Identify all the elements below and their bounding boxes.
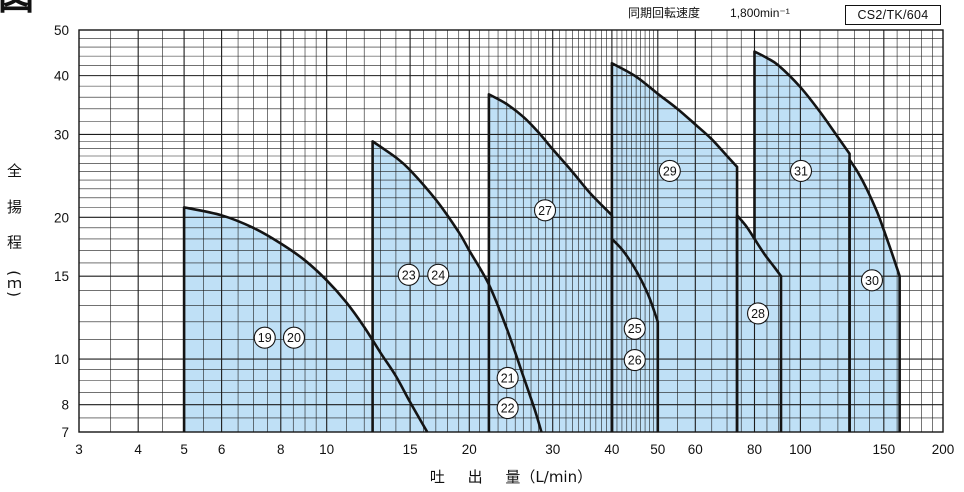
y-tick-label: 7 — [61, 425, 69, 440]
range-outlines — [182, 50, 901, 433]
operating-range-outline-1 — [182, 206, 429, 433]
range-label-circle — [789, 159, 813, 182]
model-code-box: CS2/TK/604 — [845, 5, 941, 25]
speed-note: 同期回転速度 1,800min⁻¹ — [628, 6, 790, 20]
x-tick-label: 6 — [218, 442, 226, 457]
range-label-circle — [427, 263, 450, 286]
range-label-number: 26 — [628, 354, 642, 368]
range-label-number: 30 — [865, 274, 879, 288]
range-label-circle — [658, 159, 681, 182]
x-tick-labels: 3 4 5 6 8 10 15 20 30 40 50 60 80 100 150 200 — [75, 442, 954, 457]
range-label-29: 29 — [658, 159, 681, 182]
range-label-20: 20 — [282, 326, 306, 349]
range-label-number: 20 — [287, 331, 301, 345]
x-axis-title: 吐 出 量（L/min） — [429, 468, 593, 486]
range-label-number: 25 — [628, 322, 642, 336]
range-label-circle — [253, 326, 276, 349]
y-tick-label: 50 — [54, 23, 69, 38]
x-tick-label: 200 — [932, 442, 955, 457]
range-label-circle — [496, 396, 519, 420]
range-label-circle — [860, 269, 884, 292]
y-tick-label: 30 — [54, 127, 69, 142]
x-tick-label: 10 — [319, 442, 334, 457]
range-label-number: 31 — [794, 164, 808, 178]
range-label-number: 22 — [501, 402, 515, 416]
range-label-circle — [623, 317, 646, 340]
y-tick-labels: 7 8 10 15 20 30 40 50 — [54, 23, 69, 440]
x-tick-label: 40 — [604, 442, 619, 457]
y-tick-label: 20 — [54, 210, 69, 225]
range-label-23: 23 — [397, 263, 420, 286]
y-tick-label: 15 — [54, 269, 69, 284]
range-label-22: 22 — [496, 396, 519, 420]
speed-value: 1,800min⁻¹ — [730, 6, 790, 20]
range-label-30: 30 — [860, 269, 884, 292]
plot-border — [78, 29, 944, 433]
range-label-28: 28 — [747, 302, 770, 325]
x-tick-label: 20 — [462, 442, 477, 457]
range-label-circle — [533, 199, 557, 222]
grid — [79, 30, 943, 432]
range-labels: 19 20 23 24 21 22 27 25 26 29 31 28 30 — [253, 159, 884, 420]
x-tick-label: 15 — [403, 442, 418, 457]
x-tick-label: 100 — [789, 442, 812, 457]
operating-range-outline-8 — [848, 158, 901, 433]
x-tick-label: 80 — [747, 442, 762, 457]
operating-range-outline-4 — [610, 61, 739, 433]
y-axis-title: 全 揚 程 (ｍ) — [5, 163, 23, 298]
x-tick-label: 150 — [873, 442, 896, 457]
range-label-26: 26 — [623, 349, 646, 372]
operating-range-outline-7 — [753, 50, 851, 433]
operating-range-fill-1 — [184, 207, 428, 432]
range-label-31: 31 — [789, 159, 813, 182]
range-label-number: 21 — [501, 371, 515, 385]
x-tick-label: 3 — [75, 442, 83, 457]
range-label-number: 24 — [431, 268, 445, 282]
range-label-circle — [747, 302, 770, 325]
x-tick-label: 8 — [277, 442, 285, 457]
range-label-number: 29 — [663, 164, 677, 178]
operating-range-outline-2 — [371, 140, 543, 433]
x-tick-label: 60 — [688, 442, 703, 457]
operating-range-outline-5 — [610, 237, 660, 433]
x-tick-label: 5 — [180, 442, 188, 457]
range-label-number: 27 — [538, 204, 552, 218]
operating-range-fill-7 — [754, 51, 850, 432]
range-label-27: 27 — [533, 199, 557, 222]
operating-range-fill-8 — [849, 159, 900, 432]
y-tick-label: 8 — [61, 398, 69, 413]
range-label-number: 19 — [258, 331, 272, 345]
range-label-21: 21 — [496, 366, 519, 389]
figure-mark: 図 — [0, 0, 34, 16]
y-tick-label: 40 — [54, 69, 69, 84]
operating-range-outline-3 — [487, 93, 614, 433]
y-tick-label: 10 — [54, 352, 69, 367]
range-label-25: 25 — [623, 317, 646, 340]
range-label-circle — [397, 263, 420, 286]
speed-label: 同期回転速度 — [628, 6, 701, 20]
range-label-circle — [282, 326, 306, 349]
range-label-24: 24 — [427, 263, 450, 286]
range-label-number: 28 — [751, 307, 765, 321]
x-tick-label: 30 — [545, 442, 560, 457]
range-label-number: 23 — [402, 268, 416, 282]
operating-range-outline-6 — [735, 214, 783, 433]
x-tick-label: 50 — [650, 442, 665, 457]
x-tick-label: 4 — [134, 442, 142, 457]
range-label-19: 19 — [253, 326, 276, 349]
range-label-circle — [623, 349, 646, 372]
range-label-circle — [496, 366, 519, 389]
